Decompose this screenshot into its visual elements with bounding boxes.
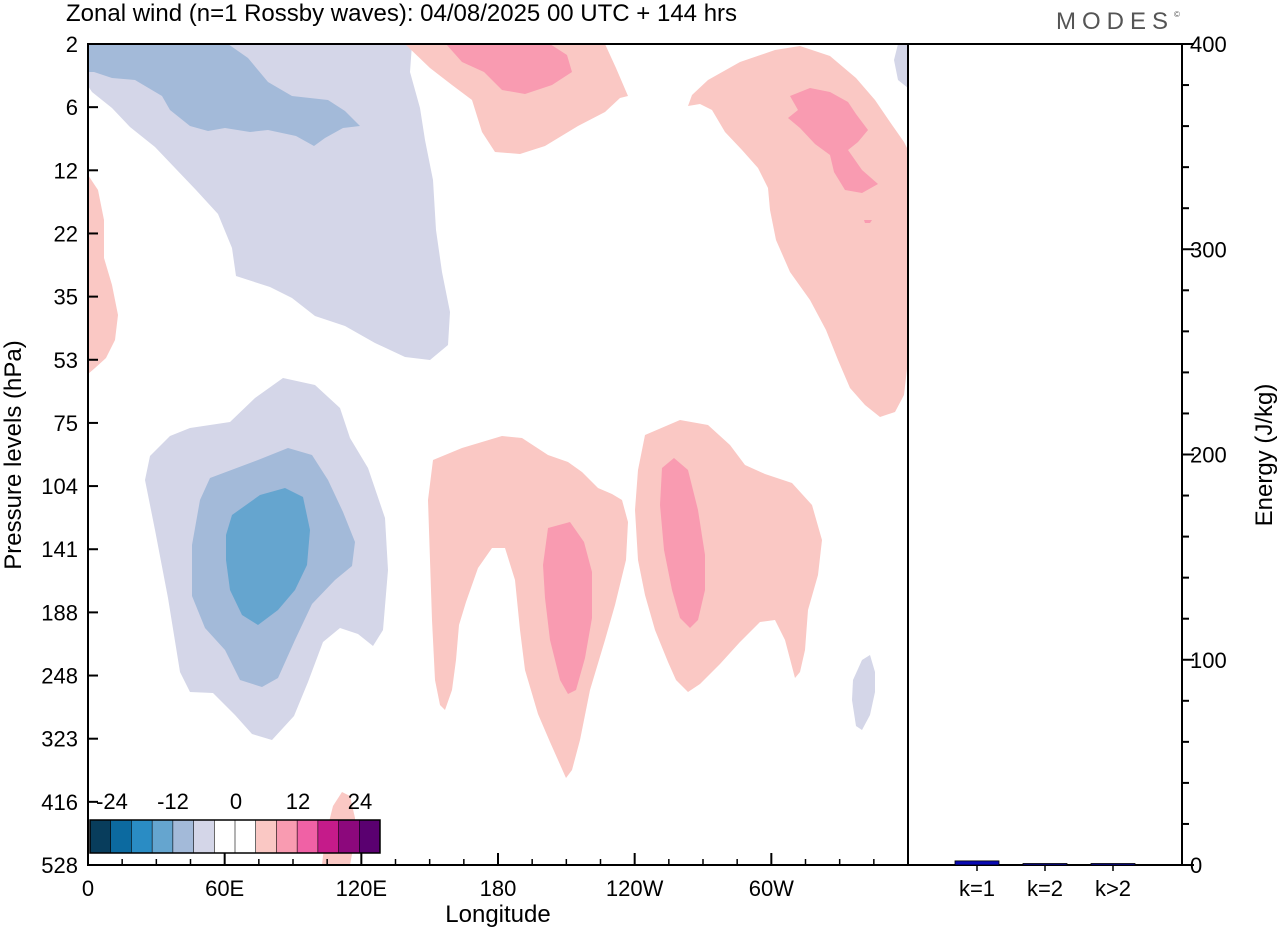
- energy-category-label: k>2: [1095, 876, 1131, 901]
- y-tick-label: 323: [41, 727, 78, 752]
- energy-bars: k=1 k=2 k>2: [954, 860, 1136, 901]
- brand-logo: MODES©: [1056, 8, 1180, 36]
- x-axis-label: Longitude: [445, 901, 550, 928]
- y-tick-label: 53: [54, 348, 78, 373]
- colorbar-swatch: [255, 820, 277, 853]
- colorbar-swatch: [193, 820, 215, 853]
- zonal-wind-field: [88, 44, 908, 865]
- brand-name: MODES: [1056, 8, 1175, 35]
- energy-bar: [1022, 863, 1068, 866]
- y-axis-label: Pressure levels (hPa): [0, 340, 27, 569]
- contour-positive-upper-right-speck: [864, 220, 872, 223]
- page-title: Zonal wind (n=1 Rossby waves): 04/08/202…: [66, 0, 738, 27]
- y-tick-label: 248: [41, 664, 78, 689]
- colorbar: -24 -12 0 12 24: [89, 789, 381, 854]
- contour-positive-lower-center-outer: [428, 436, 628, 778]
- energy-tick-label: 200: [1190, 443, 1227, 468]
- contour-positive-upper-right-inner: [788, 88, 878, 193]
- colorbar-swatch: [152, 820, 174, 853]
- colorbar-tick-label: 12: [286, 789, 310, 814]
- colorbar-swatch: [131, 820, 153, 853]
- energy-tick-label: 100: [1190, 648, 1227, 673]
- contour-negative-small-right: [852, 655, 875, 730]
- colorbar-tick-label: 24: [348, 789, 372, 814]
- contour-positive-leftedge: [88, 175, 118, 374]
- contour-negative-upper-inner: [88, 44, 360, 146]
- energy-tick-label: 300: [1190, 237, 1227, 262]
- y-tick-label: 35: [54, 285, 78, 310]
- colorbar-swatch: [110, 820, 132, 853]
- energy-category-label: k=2: [1027, 876, 1063, 901]
- colorbar-tick-label: -24: [96, 789, 128, 814]
- colorbar-swatch: [276, 820, 298, 853]
- colorbar-tick-label: 0: [230, 789, 242, 814]
- energy-bar: [954, 860, 1000, 866]
- contour-negative-upper-outer: [88, 44, 450, 360]
- x-tick-label: 0: [82, 876, 94, 901]
- contour-positive-upper-center-inner: [446, 44, 572, 94]
- energy-category-label: k=1: [959, 876, 995, 901]
- contour-positive-upper-center-outer: [405, 44, 628, 154]
- x-tick-label: 60W: [749, 876, 794, 901]
- colorbar-swatch: [214, 820, 236, 853]
- x-tick-label: 180: [480, 876, 517, 901]
- y-tick-label: 2: [66, 32, 78, 57]
- colorbar-swatch: [338, 820, 360, 853]
- y-tick-label: 22: [54, 221, 78, 246]
- contour-positive-lower-center-inner: [543, 522, 592, 694]
- colorbar-swatch: [172, 820, 194, 853]
- y-tick-label: 12: [54, 158, 78, 183]
- energy-axis-label: Energy (J/kg): [1251, 384, 1278, 527]
- colorbar-swatch: [235, 820, 257, 853]
- y-tick-label: 104: [41, 474, 78, 499]
- contour-positive-lower-right-outer: [635, 420, 822, 692]
- y-tick-label: 6: [66, 95, 78, 120]
- y-tick-label: 528: [41, 853, 78, 878]
- colorbar-tick-label: -12: [157, 789, 189, 814]
- x-tick-label: 60E: [205, 876, 244, 901]
- energy-axes: 0 100 200 300 400 Energy (J/kg): [907, 32, 1278, 878]
- colorbar-swatch: [317, 820, 339, 853]
- x-tick-label: 120W: [606, 876, 664, 901]
- colorbar-swatch: [297, 820, 319, 853]
- energy-tick-label: 0: [1190, 853, 1202, 878]
- y-tick-label: 188: [41, 600, 78, 625]
- energy-tick-label: 400: [1190, 32, 1227, 57]
- y-tick-label: 416: [41, 790, 78, 815]
- brand-mark: ©: [1174, 10, 1180, 19]
- y-tick-label: 75: [54, 411, 78, 436]
- contour-negative-topright: [894, 44, 908, 88]
- colorbar-swatch: [359, 820, 381, 853]
- colorbar-swatch: [90, 820, 112, 853]
- x-tick-label: 120E: [336, 876, 387, 901]
- contour-positive-lower-right-inner: [660, 458, 705, 628]
- energy-bar: [1090, 863, 1136, 866]
- contour-negative-lower-inner: [226, 488, 310, 625]
- y-tick-label: 141: [41, 537, 78, 562]
